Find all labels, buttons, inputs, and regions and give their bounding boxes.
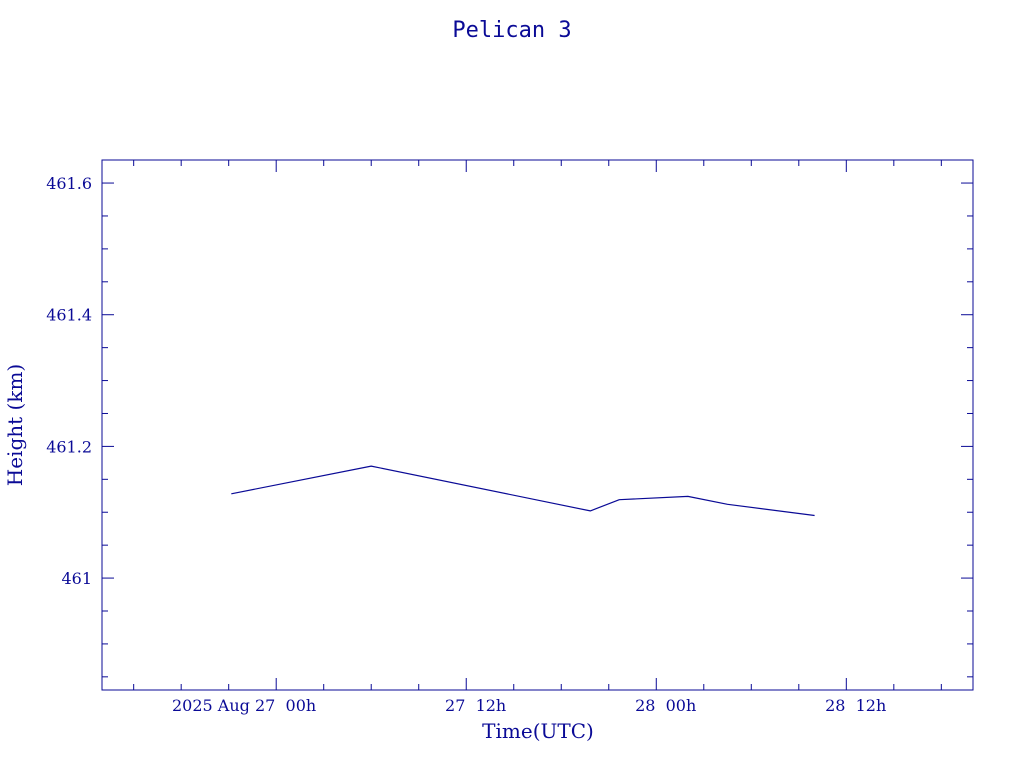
chart-title: Pelican 3 [452,18,571,43]
y-tick-label: 461.2 [46,437,92,456]
y-tick-label: 461.4 [46,306,92,325]
x-tick-label: 28 12h [825,696,886,715]
x-tick-label: 2025 Aug 27 00h [172,696,316,715]
x-axis-ticks [133,160,942,690]
x-axis-tick-labels: 2025 Aug 27 00h 27 12h 28 00h 28 12h [172,696,886,715]
y-tick-label: 461 [61,569,92,588]
plot-frame [101,159,974,691]
x-axis-label: Time(UTC) [482,719,594,743]
y-axis-label: Height (km) [3,364,27,486]
x-tick-label: 28 00h [635,696,696,715]
y-axis-ticks [102,182,973,678]
x-tick-label: 27 12h [445,696,506,715]
y-tick-label: 461.6 [46,174,92,193]
height-series-line [231,465,815,517]
series-layer [231,465,815,517]
y-axis-tick-labels: 461 461.2 461.4 461.6 [46,174,92,588]
